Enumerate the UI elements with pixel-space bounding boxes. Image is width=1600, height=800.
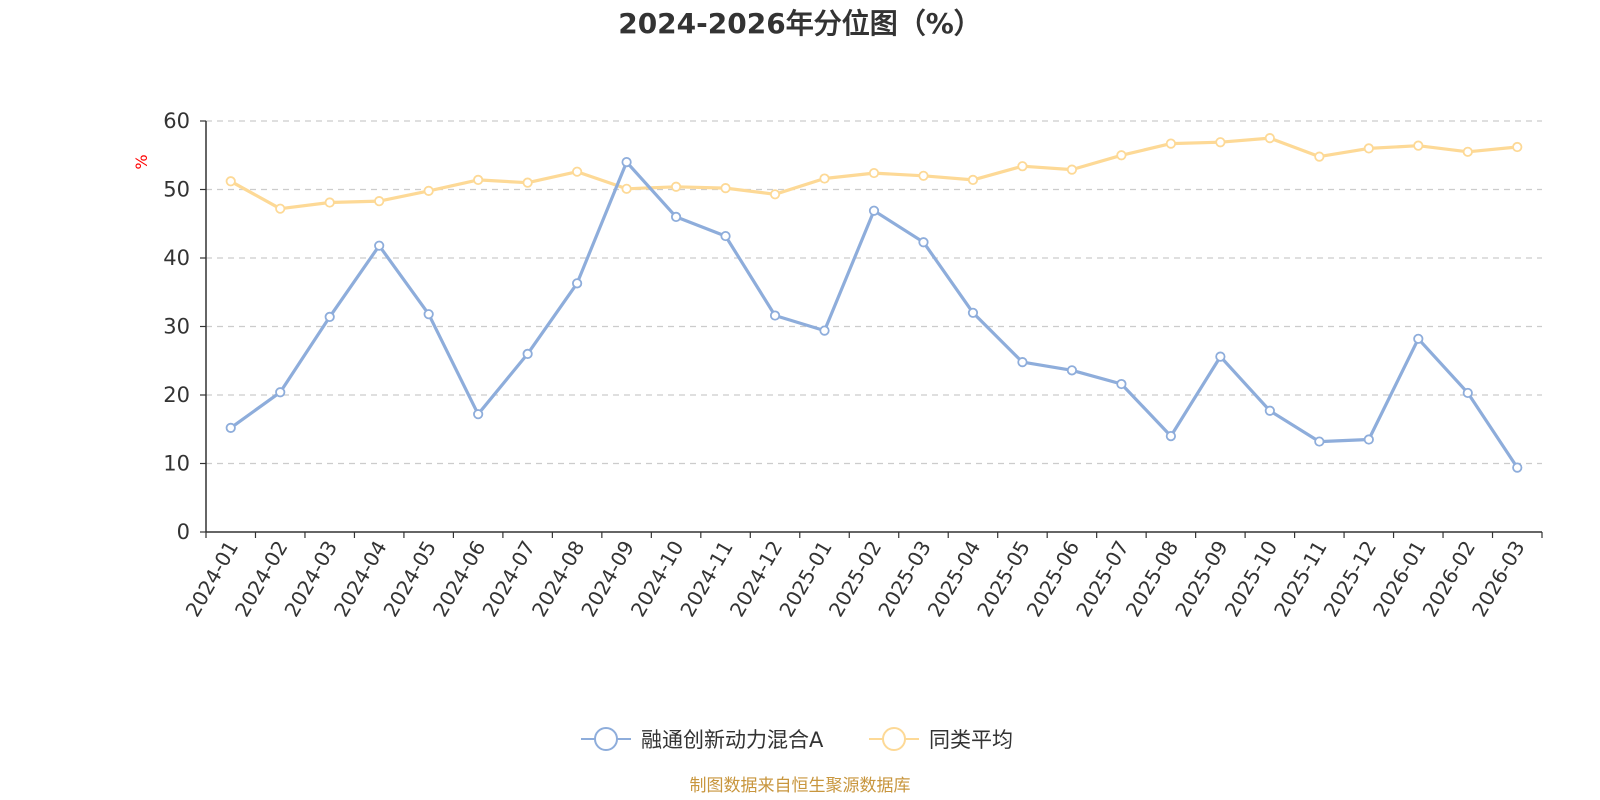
data-point [572, 166, 583, 177]
x-axis-ticks: 2024-012024-022024-032024-042024-052024-… [180, 532, 1543, 621]
data-point [473, 409, 484, 420]
data-point [225, 176, 236, 187]
data-point [275, 203, 286, 214]
data-point [324, 311, 335, 323]
data-point [918, 170, 929, 181]
data-point [1363, 434, 1374, 445]
legend-label-0: 融通创新动力混合A [641, 728, 824, 752]
data-point [1363, 143, 1374, 154]
data-point [868, 205, 880, 216]
data-point [1264, 405, 1275, 416]
y-axis-ticks: 0 10 20 30 40 50 60 [163, 109, 206, 544]
series-lines [225, 133, 1523, 473]
data-point [720, 230, 731, 242]
data-point [572, 278, 583, 289]
data-point [1462, 146, 1473, 157]
data-point [670, 211, 682, 222]
data-point [967, 174, 979, 186]
data-point [621, 157, 632, 168]
data-point [473, 174, 484, 186]
data-point [967, 307, 979, 318]
data-point [1215, 351, 1226, 362]
data-point [1066, 164, 1078, 175]
data-point [868, 167, 880, 179]
data-point [374, 196, 385, 207]
data-point [225, 422, 236, 433]
data-point [918, 237, 929, 248]
data-point [1116, 150, 1127, 161]
data-point [720, 183, 731, 194]
y-tick-label: 10 [163, 452, 190, 476]
data-point [324, 197, 335, 208]
y-tick-label: 20 [163, 383, 190, 407]
data-point [670, 181, 682, 192]
y-tick-label: 60 [163, 109, 190, 133]
data-point [819, 173, 830, 184]
data-point [1512, 462, 1523, 473]
data-point [275, 387, 286, 398]
y-tick-label: 0 [177, 520, 190, 544]
source-note: 制图数据来自恒生聚源数据库 [690, 776, 911, 796]
data-point [522, 177, 533, 188]
data-point [1314, 151, 1325, 162]
data-point [1462, 387, 1473, 399]
data-point [1017, 357, 1028, 368]
data-point [1512, 141, 1523, 153]
data-point [1066, 365, 1078, 376]
legend-marker-1 [882, 727, 906, 751]
y-axis-label: % [132, 154, 151, 169]
legend: 融通创新动力混合A 同类平均 [581, 727, 1013, 752]
data-point [819, 325, 830, 336]
data-point [374, 240, 385, 251]
data-point [1017, 161, 1028, 172]
data-point [1314, 436, 1325, 447]
data-point [1264, 133, 1275, 144]
y-tick-label: 50 [163, 178, 190, 202]
data-point [423, 309, 434, 320]
y-tick-label: 30 [163, 315, 190, 339]
data-point [769, 189, 781, 200]
data-point [1165, 430, 1176, 442]
data-point [769, 310, 781, 321]
data-point [1116, 378, 1127, 390]
data-point [1165, 138, 1176, 149]
legend-marker-0 [594, 727, 618, 751]
legend-label-1: 同类平均 [929, 728, 1013, 752]
data-point [522, 348, 533, 359]
data-point [423, 185, 434, 196]
chart-title: 2024-2026年分位图（%） [618, 7, 982, 40]
data-point [1413, 140, 1424, 151]
y-tick-label: 40 [163, 246, 190, 270]
data-point [1215, 137, 1226, 148]
grid-lines [206, 120, 1542, 465]
data-point [1413, 333, 1424, 344]
data-point [621, 183, 632, 194]
